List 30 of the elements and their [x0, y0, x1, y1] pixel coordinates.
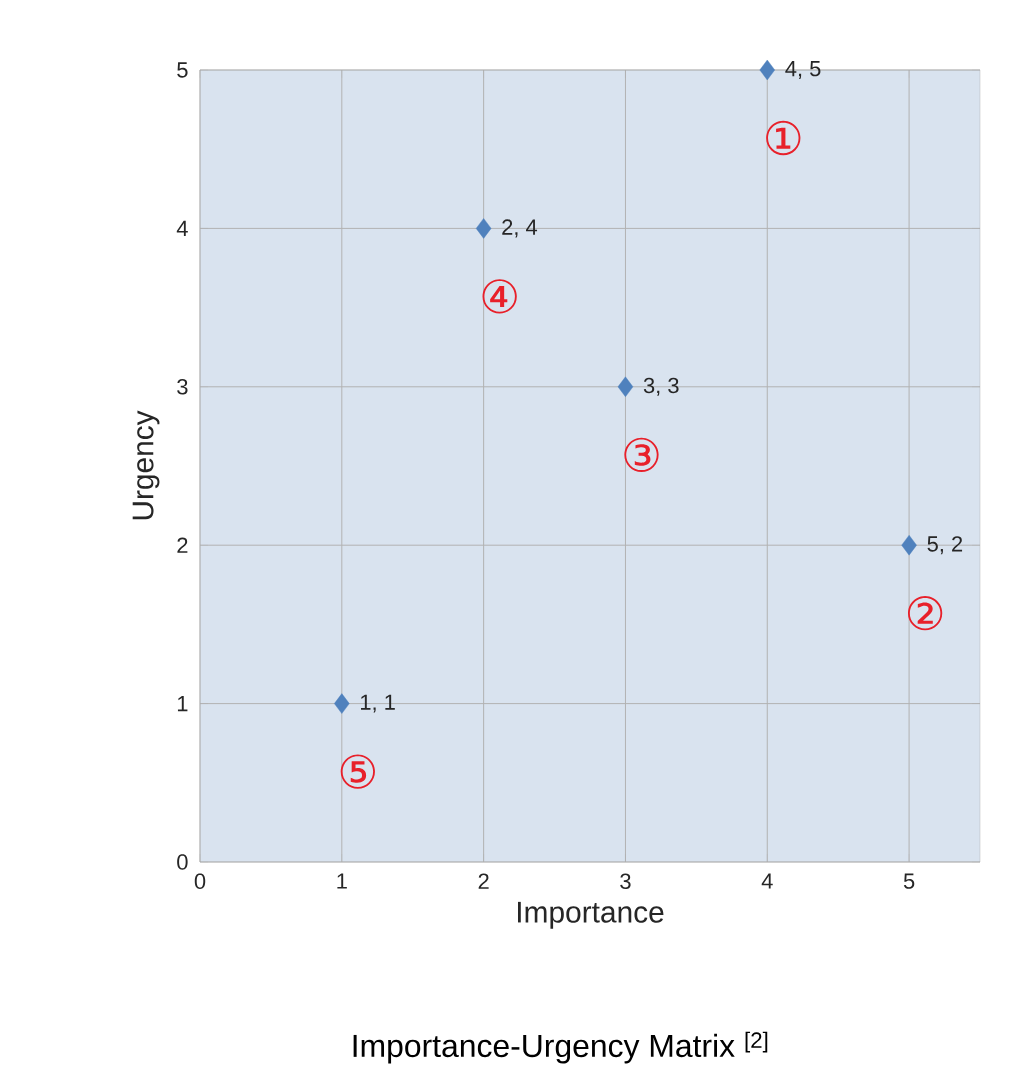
- annotation: ①: [766, 120, 801, 156]
- annotation: ⑤: [340, 754, 375, 789]
- y-axis-title: Urgency: [132, 410, 160, 520]
- point: [334, 693, 350, 714]
- data-label: 2, 4: [502, 219, 538, 238]
- data-label: 5, 2: [927, 536, 963, 555]
- point: [475, 218, 492, 239]
- data-label: 3, 3: [643, 377, 679, 396]
- y-tick-label: 0: [177, 854, 188, 870]
- x-tick-label: 3: [620, 873, 631, 890]
- y-tick-label: 3: [177, 379, 188, 395]
- x-tick-label: 5: [903, 873, 915, 889]
- x-tick-label: 1: [337, 873, 347, 889]
- point: [759, 59, 775, 81]
- text: Importance-Urgency Matrix $^{[2]}$: [353, 1031, 768, 1064]
- data-label: 4, 5: [785, 61, 821, 79]
- data-label: 1, 1: [361, 694, 395, 713]
- y-tick-label: 4: [176, 220, 188, 236]
- x-tick-label: 4: [761, 873, 773, 889]
- y-tick-label: 2: [177, 537, 188, 553]
- annotation: ②: [907, 596, 943, 631]
- point: [901, 535, 917, 556]
- y-tick-label: 1: [177, 696, 188, 712]
- annotation: ③: [624, 437, 659, 472]
- annotation: ④: [482, 279, 517, 314]
- x-tick-label: 0: [194, 873, 206, 890]
- point: [617, 376, 634, 397]
- y-tick-label: 5: [177, 62, 188, 78]
- x-tick-label: 2: [478, 873, 489, 889]
- x-axis-title: Importance: [518, 901, 664, 929]
